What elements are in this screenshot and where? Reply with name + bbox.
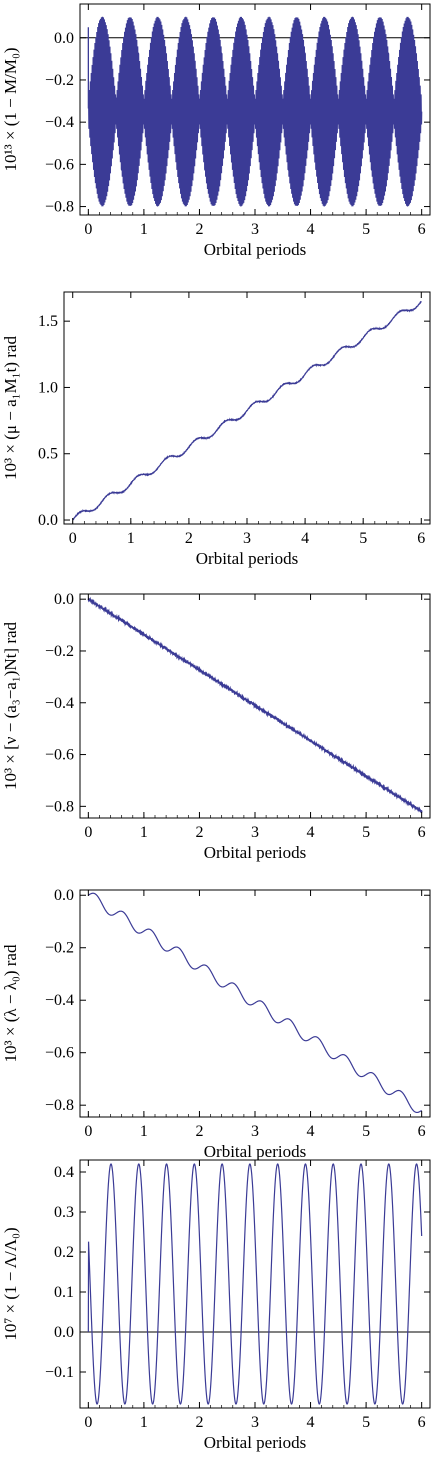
x-tick-label: 2: [185, 530, 193, 547]
x-tick-label: 5: [362, 1123, 370, 1140]
x-tick-label: 1: [140, 824, 148, 841]
chart-panel-3: 0 1 2 3 4 5 6 0.0 −0.2 −0.4 −0.6 −0.8 Orbital period…: [1, 591, 431, 862]
x-tick-label: 5: [362, 1414, 370, 1431]
x-tick-label: 4: [301, 530, 309, 547]
x-tick-label: 0: [84, 221, 92, 238]
y-tick-label: −0.4: [45, 114, 74, 131]
x-tick-label: 2: [195, 1123, 203, 1140]
y-tick-label: −0.4: [45, 992, 74, 1009]
x-axis-label: Orbital periods: [204, 1433, 306, 1452]
x-tick-label: 2: [195, 1414, 203, 1431]
y-axis-label: 10³ × (μ − a₁M₁t) rad: [1, 336, 20, 480]
x-axis-label: Orbital periods: [196, 549, 298, 568]
data-series-line: [88, 892, 422, 1114]
x-tick-label: 3: [243, 530, 251, 547]
x-tick-label: 6: [418, 1414, 426, 1431]
data-series-line: [72, 300, 422, 521]
chart-panel-4: 0 1 2 3 4 5 6 0.0 −0.2 −0.4 −0.6 −0.8 Orbital period…: [1, 887, 431, 1161]
data-series-line: [87, 16, 423, 207]
x-axis-label: Orbital periods: [204, 1142, 306, 1161]
x-tick-label: 4: [307, 221, 315, 238]
y-tick-label: −0.8: [45, 199, 74, 216]
plot-frame: [79, 1159, 431, 1409]
x-tick-label: 5: [362, 824, 370, 841]
y-tick-label: 0.1: [54, 1284, 74, 1301]
x-tick-label: 3: [251, 1414, 259, 1431]
chart-panel-2: 0 1 2 3 4 5 6 0.0 0.5 1.0 1.5 Orbital periods 10³ × …: [1, 291, 431, 568]
x-tick-label: 5: [359, 530, 367, 547]
y-tick-label: −0.2: [45, 72, 74, 89]
x-tick-label: 0: [84, 1414, 92, 1431]
x-tick-label: 4: [307, 824, 315, 841]
chart-panel-1: 0 1 2 3 4 5 6 0.0 −0.2 −0.4 −0.6 −0.8 Orbital period…: [1, 3, 431, 259]
x-tick-label: 6: [417, 530, 425, 547]
x-axis-label: Orbital periods: [204, 843, 306, 862]
y-tick-label: −0.2: [45, 643, 74, 660]
x-tick-label: 0: [69, 530, 77, 547]
x-axis-label: Orbital periods: [204, 240, 306, 259]
x-tick-label: 1: [140, 221, 148, 238]
y-tick-label: −0.8: [45, 1097, 74, 1114]
x-tick-label: 6: [418, 824, 426, 841]
x-tick-label: 0: [84, 824, 92, 841]
y-tick-label: 0.0: [38, 512, 58, 529]
y-axis-label: 10¹³ × (1 − M/M₀): [1, 47, 20, 171]
x-tick-label: 1: [127, 530, 135, 547]
y-tick-label: −0.6: [45, 1045, 74, 1062]
x-tick-label: 3: [251, 221, 259, 238]
y-tick-label: 0.0: [54, 30, 74, 47]
y-tick-label: −0.4: [45, 695, 74, 712]
data-series-line: [87, 1163, 423, 1405]
chart-panel-5: 0 1 2 3 4 5 6 0.4 0.3 0.2 0.1 0.0 −0.1 Orbital period…: [1, 1159, 431, 1452]
y-tick-label: 0.5: [38, 446, 58, 463]
x-tick-label: 1: [140, 1123, 148, 1140]
x-tick-label: 0: [84, 1123, 92, 1140]
y-axis-label: 10³ × (λ − λ₀) rad: [1, 944, 20, 1062]
y-tick-label: −0.8: [45, 798, 74, 815]
y-tick-label: −0.6: [45, 156, 74, 173]
x-tick-label: 3: [251, 1123, 259, 1140]
x-tick-label: 6: [418, 221, 426, 238]
plot-frame: [63, 291, 431, 525]
y-tick-label: −0.1: [45, 1364, 74, 1381]
x-tick-label: 2: [195, 221, 203, 238]
y-tick-label: 0.4: [54, 1164, 74, 1181]
y-tick-label: 0.0: [54, 887, 74, 904]
y-tick-label: −0.6: [45, 747, 74, 764]
y-tick-label: 0.0: [54, 1324, 74, 1341]
y-tick-label: −0.2: [45, 940, 74, 957]
x-tick-label: 4: [307, 1414, 315, 1431]
x-tick-label: 4: [307, 1123, 315, 1140]
x-tick-label: 6: [418, 1123, 426, 1140]
y-tick-label: 1.5: [38, 313, 58, 330]
y-axis-label: 10³ × [ν − (a₃−a₁)Nt] rad: [1, 621, 20, 790]
x-tick-label: 1: [140, 1414, 148, 1431]
y-tick-label: 0.0: [54, 591, 74, 608]
x-tick-label: 5: [362, 221, 370, 238]
y-axis-label: 10⁷ × (1 − Λ/Λ₀): [1, 1227, 20, 1340]
x-tick-label: 3: [251, 824, 259, 841]
y-tick-label: 1.0: [38, 379, 58, 396]
x-tick-label: 2: [195, 824, 203, 841]
y-tick-label: 0.3: [54, 1204, 74, 1221]
data-series-line: [87, 596, 423, 814]
y-tick-label: 0.2: [54, 1244, 74, 1261]
